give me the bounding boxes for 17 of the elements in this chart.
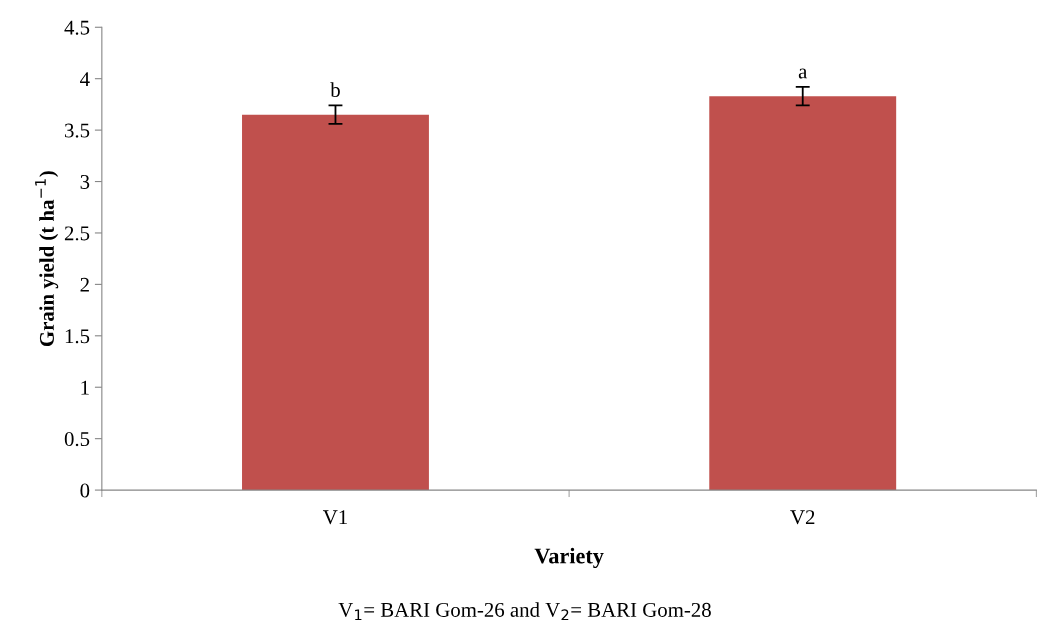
y-tick-label: 1	[81, 380, 89, 395]
y-tick-label: 4	[80, 72, 90, 86]
x-tick-label: V1	[322, 510, 347, 525]
y-tick-label: 4.5	[64, 20, 90, 35]
y-tick-label: 0	[80, 483, 90, 498]
y-tick-label: 2.5	[64, 226, 90, 241]
y-axis-title: Grain yield (t ha$^{−1}$)	[35, 171, 59, 347]
x-axis-title: Variety	[534, 547, 604, 569]
y-tick-label: 2	[80, 277, 89, 292]
annotation: a	[798, 68, 808, 79]
y-tick-label: 3	[80, 174, 90, 189]
text: V$_{1}$= BARI Gom-26 and V$_{2}$= BARI Gom-28	[338, 602, 711, 621]
x-tick-label: V2	[790, 510, 815, 525]
annotation: b	[330, 82, 340, 98]
y-tick-label: 0.5	[64, 432, 90, 447]
y-tick-label: 3.5	[65, 123, 90, 138]
y-tick-label: 1.5	[65, 329, 90, 344]
